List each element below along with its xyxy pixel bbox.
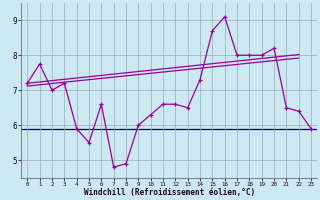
X-axis label: Windchill (Refroidissement éolien,°C): Windchill (Refroidissement éolien,°C) [84, 188, 255, 197]
